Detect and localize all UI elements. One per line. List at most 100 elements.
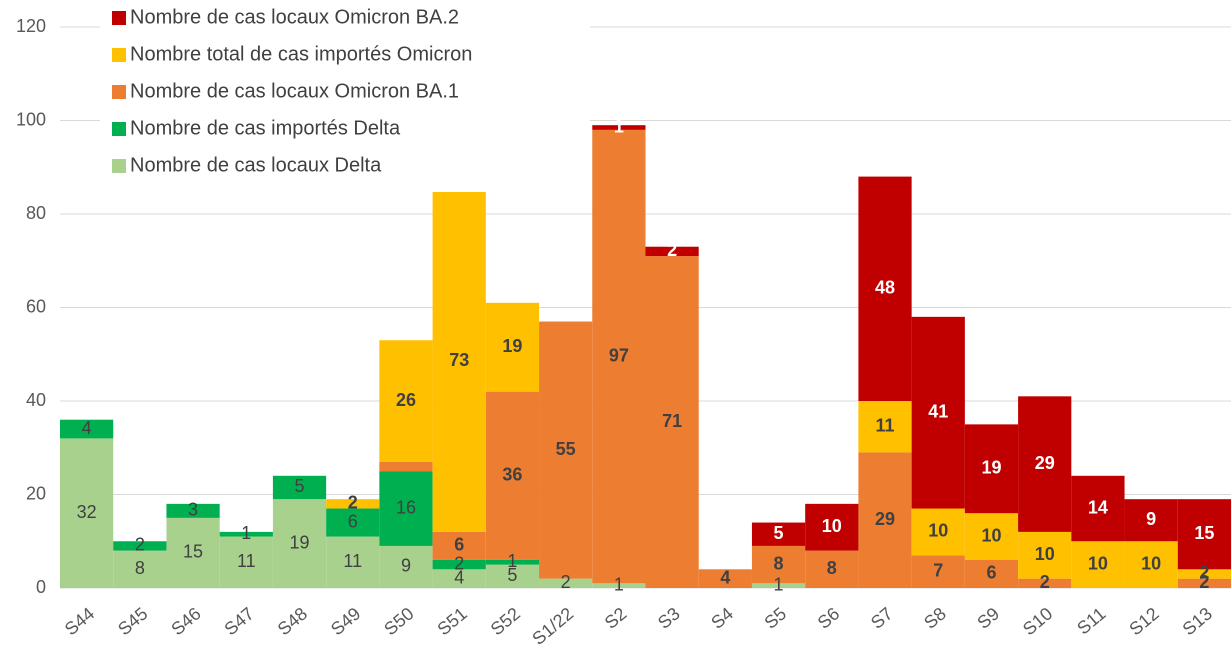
bar-segment bbox=[485, 391, 540, 560]
bar-segment bbox=[858, 452, 912, 588]
data-label: 2 bbox=[1040, 572, 1050, 592]
x-tick-label: S2 bbox=[601, 603, 631, 632]
bar-segment bbox=[911, 316, 965, 509]
bar-segment bbox=[113, 541, 167, 551]
bar-segment bbox=[272, 499, 327, 588]
bar-segment bbox=[113, 550, 167, 588]
bar-segment bbox=[911, 555, 965, 588]
y-tick-label: 0 bbox=[36, 577, 46, 597]
data-label: 2 bbox=[348, 493, 358, 513]
x-tick-label: S9 bbox=[973, 603, 1003, 632]
bar-segment bbox=[751, 583, 806, 588]
bar-segment bbox=[379, 545, 433, 588]
x-tick-label: S45 bbox=[114, 603, 151, 639]
bar-segment bbox=[964, 424, 1019, 514]
data-label: 48 bbox=[875, 278, 895, 298]
data-label: 2 bbox=[667, 240, 677, 260]
data-label: 1 bbox=[241, 523, 251, 543]
x-tick-label: S4 bbox=[707, 603, 737, 632]
data-label: 32 bbox=[77, 502, 97, 522]
bar-segment bbox=[60, 438, 114, 588]
data-label: 9 bbox=[1146, 509, 1156, 529]
data-label: 5 bbox=[507, 565, 517, 585]
x-tick-label: S8 bbox=[920, 603, 950, 632]
x-tick-label: S47 bbox=[221, 603, 258, 639]
data-label: 7 bbox=[933, 560, 943, 580]
bar-segment bbox=[592, 583, 646, 588]
legend-label: Nombre total de cas importés Omicron bbox=[130, 43, 472, 65]
data-label: 97 bbox=[609, 345, 629, 365]
bar-segment bbox=[485, 302, 540, 392]
data-label: 5 bbox=[295, 476, 305, 496]
bar-segment bbox=[698, 569, 752, 588]
data-label: 19 bbox=[981, 458, 1001, 478]
bar-segment bbox=[1124, 541, 1178, 588]
x-tick-label: S48 bbox=[274, 603, 311, 639]
data-label: 10 bbox=[928, 521, 948, 541]
bar-segment bbox=[911, 508, 965, 556]
bar-segment bbox=[1124, 499, 1178, 542]
data-label: 19 bbox=[290, 532, 310, 552]
data-label: 55 bbox=[556, 439, 576, 459]
bar-segment bbox=[592, 129, 646, 584]
bar-segment bbox=[964, 513, 1019, 560]
legend-swatch bbox=[112, 159, 126, 173]
x-tick-label: S49 bbox=[327, 603, 364, 639]
x-tick-label: S51 bbox=[433, 603, 470, 639]
data-label: 14 bbox=[1088, 497, 1108, 517]
data-label: 26 bbox=[396, 390, 416, 410]
data-label: 2 bbox=[454, 553, 464, 573]
data-label: 3 bbox=[188, 500, 198, 520]
data-label: 16 bbox=[396, 497, 416, 517]
data-label: 10 bbox=[1035, 544, 1055, 564]
x-tick-label: S5 bbox=[760, 603, 790, 632]
data-label: 4 bbox=[720, 567, 730, 587]
bar-segment bbox=[219, 536, 273, 588]
data-label: 10 bbox=[981, 525, 1001, 545]
bar-segment bbox=[326, 508, 380, 537]
bar-segment bbox=[166, 503, 220, 518]
data-label: 4 bbox=[454, 567, 464, 587]
bar-segment bbox=[379, 471, 433, 546]
legend-swatch bbox=[112, 85, 126, 99]
x-tick-label: S44 bbox=[61, 603, 98, 639]
data-label: 5 bbox=[774, 523, 784, 543]
bar-segment bbox=[432, 559, 486, 570]
data-label: 11 bbox=[237, 551, 256, 571]
legend-label: Nombre de cas importés Delta bbox=[130, 117, 401, 139]
data-label: 15 bbox=[183, 542, 203, 562]
data-label: 8 bbox=[135, 558, 145, 578]
x-tick-label: S52 bbox=[487, 603, 524, 639]
bar-segment bbox=[592, 125, 646, 130]
x-tick-label: S6 bbox=[814, 603, 844, 632]
data-label: 2 bbox=[135, 535, 145, 555]
x-tick-label: S50 bbox=[380, 603, 417, 639]
data-label: 2 bbox=[1199, 572, 1209, 592]
legend-swatch bbox=[112, 11, 126, 25]
data-label: 1 bbox=[614, 574, 624, 594]
data-label: 8 bbox=[774, 553, 784, 573]
legend-label: Nombre de cas locaux Omicron BA.1 bbox=[130, 80, 459, 102]
legend-background bbox=[100, 2, 590, 192]
bar-segment bbox=[166, 517, 220, 588]
bar-segment bbox=[1018, 531, 1072, 579]
bar-segment bbox=[1071, 475, 1125, 542]
y-tick-label: 60 bbox=[26, 296, 46, 316]
data-label: 10 bbox=[822, 516, 842, 536]
legend-swatch bbox=[112, 48, 126, 62]
legend-label: Nombre de cas locaux Omicron BA.2 bbox=[130, 6, 459, 28]
data-label: 2 bbox=[1199, 563, 1209, 583]
bar-segment bbox=[60, 419, 114, 439]
data-label: 10 bbox=[1088, 553, 1108, 573]
data-label: 1 bbox=[507, 551, 517, 571]
data-label: 71 bbox=[662, 411, 682, 431]
bar-segment bbox=[645, 246, 699, 257]
x-tick-label: S11 bbox=[1073, 603, 1109, 638]
bar-segment bbox=[1018, 396, 1072, 532]
data-label: 1 bbox=[614, 116, 624, 136]
legend-label: Nombre de cas locaux Delta bbox=[130, 154, 382, 176]
bar-segment bbox=[379, 340, 433, 462]
bar-segment bbox=[379, 461, 433, 472]
data-label: 10 bbox=[1141, 553, 1161, 573]
